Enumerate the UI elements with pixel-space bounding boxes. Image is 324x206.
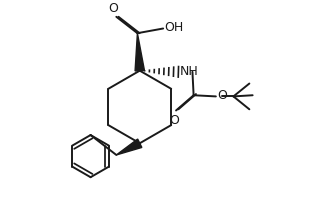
- Text: OH: OH: [164, 21, 184, 34]
- Text: O: O: [109, 2, 119, 15]
- Text: NH: NH: [179, 65, 198, 78]
- Polygon shape: [116, 139, 142, 155]
- Text: O: O: [169, 114, 179, 127]
- Polygon shape: [135, 33, 145, 71]
- Text: O: O: [217, 89, 227, 102]
